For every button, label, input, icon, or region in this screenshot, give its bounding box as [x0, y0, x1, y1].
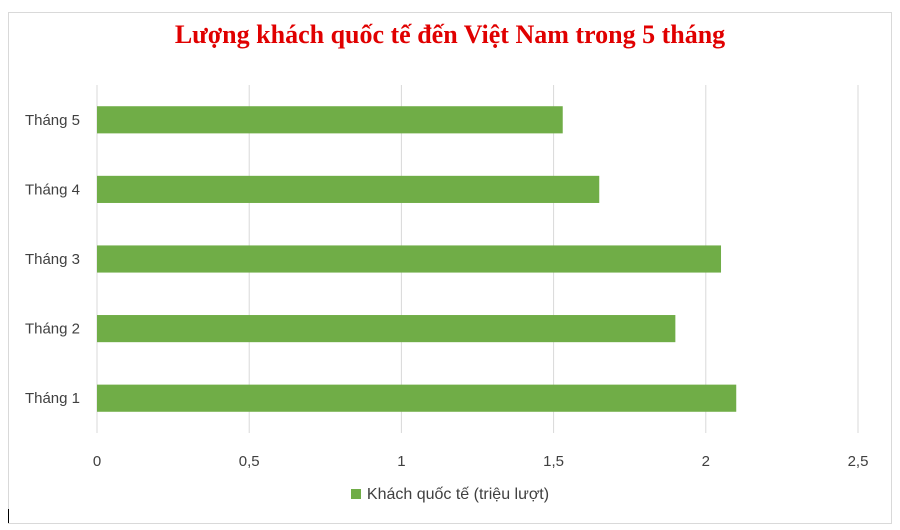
bar-tháng-2 [97, 315, 676, 343]
bar-tháng-4 [97, 175, 600, 203]
x-tick-label: 1,5 [543, 453, 564, 470]
bar-tháng-3 [97, 245, 722, 273]
legend-label: Khách quốc tế (triệu lượt) [366, 486, 550, 503]
x-tick-label: 0 [93, 453, 101, 470]
y-tick-label: Tháng 4 [25, 181, 80, 198]
y-tick-label: Tháng 5 [25, 112, 80, 129]
legend: Khách quốc tế (triệu lượt) [0, 486, 900, 504]
legend-swatch [350, 488, 361, 499]
y-axis-labels: Tháng 1 Tháng 2 Tháng 3 Tháng 4 Tháng 5 [25, 112, 80, 407]
x-tick-label: 2 [702, 453, 710, 470]
chart-title: Lượng khách quốc tế đến Việt Nam trong 5… [174, 20, 726, 49]
x-tick-label: 0,5 [239, 453, 260, 470]
x-tick-label: 1 [397, 453, 405, 470]
x-axis-labels: 0 0,5 1 1,5 2 2,5 [93, 453, 869, 470]
y-tick-label: Tháng 2 [25, 321, 80, 338]
bars [97, 106, 737, 412]
y-tick-label: Tháng 3 [25, 251, 80, 268]
x-tick-label: 2,5 [848, 453, 869, 470]
bar-tháng-1 [97, 384, 737, 412]
y-tick-label: Tháng 1 [25, 390, 80, 407]
edge-mark [8, 509, 9, 523]
bar-tháng-5 [97, 106, 563, 134]
